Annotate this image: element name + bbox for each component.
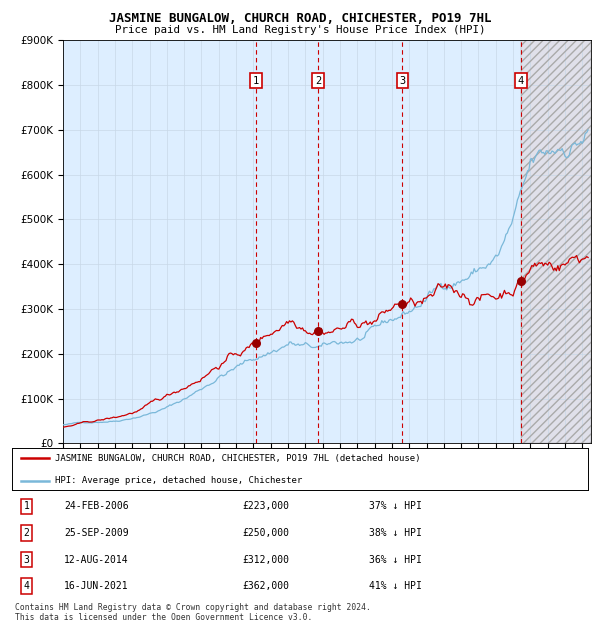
Text: 3: 3 bbox=[400, 76, 406, 86]
Text: 24-FEB-2006: 24-FEB-2006 bbox=[64, 501, 128, 512]
Point bbox=[398, 299, 407, 309]
Point bbox=[251, 339, 260, 348]
Text: JASMINE BUNGALOW, CHURCH ROAD, CHICHESTER, PO19 7HL: JASMINE BUNGALOW, CHURCH ROAD, CHICHESTE… bbox=[109, 12, 491, 25]
Text: Contains HM Land Registry data © Crown copyright and database right 2024.
This d: Contains HM Land Registry data © Crown c… bbox=[15, 603, 371, 620]
Text: Price paid vs. HM Land Registry's House Price Index (HPI): Price paid vs. HM Land Registry's House … bbox=[115, 25, 485, 35]
Text: HPI: Average price, detached house, Chichester: HPI: Average price, detached house, Chic… bbox=[55, 476, 302, 485]
Text: 2: 2 bbox=[315, 76, 321, 86]
Bar bbox=[63, 40, 521, 443]
Bar bbox=[521, 40, 591, 443]
Text: 1: 1 bbox=[23, 501, 29, 512]
Text: 1: 1 bbox=[253, 76, 259, 86]
Text: £312,000: £312,000 bbox=[242, 554, 289, 565]
Text: 37% ↓ HPI: 37% ↓ HPI bbox=[369, 501, 422, 512]
Text: 12-AUG-2014: 12-AUG-2014 bbox=[64, 554, 128, 565]
Point bbox=[516, 277, 526, 286]
Text: 3: 3 bbox=[23, 554, 29, 565]
Text: £250,000: £250,000 bbox=[242, 528, 289, 538]
Text: 41% ↓ HPI: 41% ↓ HPI bbox=[369, 581, 422, 591]
Text: 38% ↓ HPI: 38% ↓ HPI bbox=[369, 528, 422, 538]
Text: 25-SEP-2009: 25-SEP-2009 bbox=[64, 528, 128, 538]
Point bbox=[313, 326, 323, 336]
Text: 4: 4 bbox=[23, 581, 29, 591]
Text: 16-JUN-2021: 16-JUN-2021 bbox=[64, 581, 128, 591]
Text: £223,000: £223,000 bbox=[242, 501, 289, 512]
Text: JASMINE BUNGALOW, CHURCH ROAD, CHICHESTER, PO19 7HL (detached house): JASMINE BUNGALOW, CHURCH ROAD, CHICHESTE… bbox=[55, 454, 421, 463]
Text: 36% ↓ HPI: 36% ↓ HPI bbox=[369, 554, 422, 565]
Text: 2: 2 bbox=[23, 528, 29, 538]
Text: £362,000: £362,000 bbox=[242, 581, 289, 591]
Text: 4: 4 bbox=[518, 76, 524, 86]
Bar bbox=[521, 40, 591, 443]
